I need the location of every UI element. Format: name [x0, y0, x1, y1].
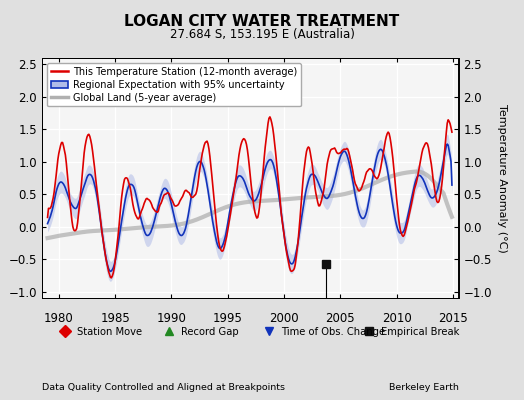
Text: 2015: 2015: [438, 312, 468, 325]
Text: 2005: 2005: [325, 312, 355, 325]
Text: Berkeley Earth: Berkeley Earth: [389, 383, 458, 392]
Text: 1980: 1980: [44, 312, 74, 325]
Text: Station Move: Station Move: [78, 327, 143, 337]
Legend: This Temperature Station (12-month average), Regional Expectation with 95% uncer: This Temperature Station (12-month avera…: [47, 63, 301, 106]
Text: 1995: 1995: [213, 312, 243, 325]
Text: Data Quality Controlled and Aligned at Breakpoints: Data Quality Controlled and Aligned at B…: [42, 383, 285, 392]
Text: LOGAN CITY WATER TREATMENT: LOGAN CITY WATER TREATMENT: [124, 14, 400, 29]
Text: 2010: 2010: [381, 312, 411, 325]
Text: 2000: 2000: [269, 312, 299, 325]
Text: 1990: 1990: [157, 312, 187, 325]
Text: Time of Obs. Change: Time of Obs. Change: [281, 327, 386, 337]
Text: Empirical Break: Empirical Break: [381, 327, 460, 337]
Text: 27.684 S, 153.195 E (Australia): 27.684 S, 153.195 E (Australia): [170, 28, 354, 41]
Text: 1985: 1985: [100, 312, 130, 325]
Text: Record Gap: Record Gap: [181, 327, 239, 337]
Y-axis label: Temperature Anomaly (°C): Temperature Anomaly (°C): [497, 104, 507, 252]
